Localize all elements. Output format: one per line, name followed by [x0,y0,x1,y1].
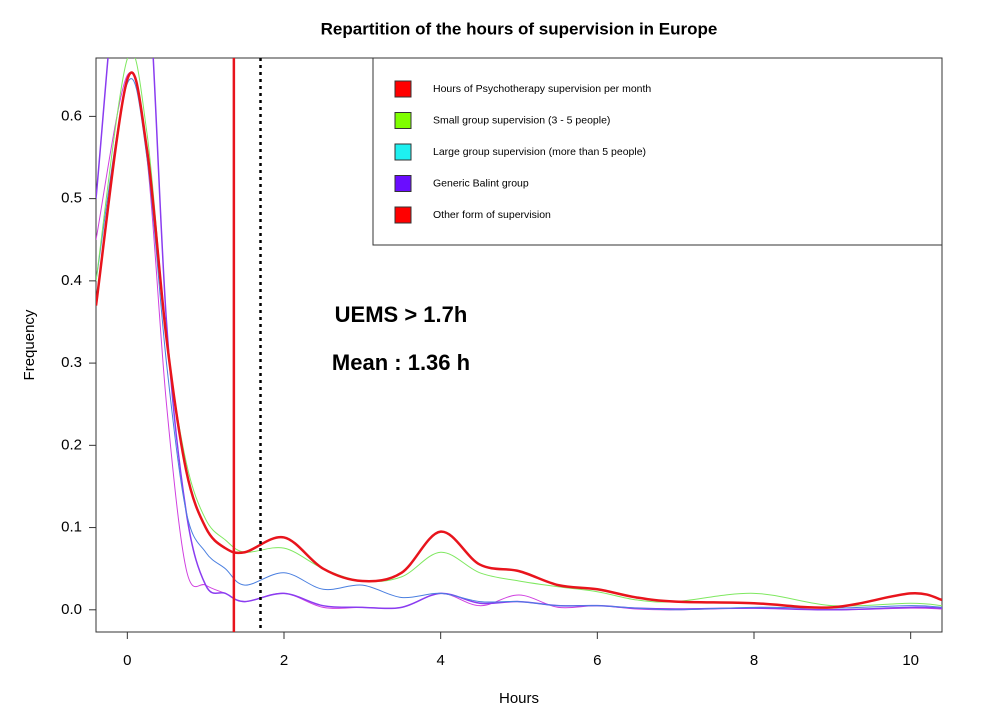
legend-label: Other form of supervision [433,209,551,221]
legend-label: Small group supervision (3 - 5 people) [433,114,610,126]
y-tick-label: 0.5 [61,190,82,207]
legend-label: Large group supervision (more than 5 peo… [433,146,646,158]
legend-swatch [394,112,412,129]
annotation: UEMS > 1.7h [335,302,468,327]
chart-title: Repartition of the hours of supervision … [321,19,718,38]
legend-swatch [394,80,412,98]
y-tick-label: 0.2 [61,436,82,453]
x-tick-label: 10 [902,652,919,669]
x-axis-label: Hours [499,690,539,707]
density-line [96,58,942,611]
legend-swatch [394,206,412,224]
y-tick-label: 0.3 [61,354,82,371]
plot-area [96,58,942,611]
y-axis-label: Frequency [21,309,38,380]
y-tick-label: 0.1 [61,519,82,536]
y-tick-label: 0.4 [61,272,82,289]
x-tick-label: 8 [750,652,758,669]
x-tick-label: 4 [436,652,444,669]
legend-swatch [394,143,412,161]
legend-label: Generic Balint group [433,177,529,189]
x-tick-label: 2 [280,652,288,669]
annotation: Mean : 1.36 h [332,350,470,375]
density-line [96,78,942,611]
x-tick-label: 0 [123,652,131,669]
legend-label: Hours of Psychotherapy supervision per m… [433,83,651,95]
y-tick-label: 0.6 [61,107,82,124]
legend-box [372,57,943,246]
y-tick-label: 0.0 [61,601,82,618]
x-tick-label: 6 [593,652,601,669]
legend-swatch [394,175,412,192]
density-line [96,71,942,609]
